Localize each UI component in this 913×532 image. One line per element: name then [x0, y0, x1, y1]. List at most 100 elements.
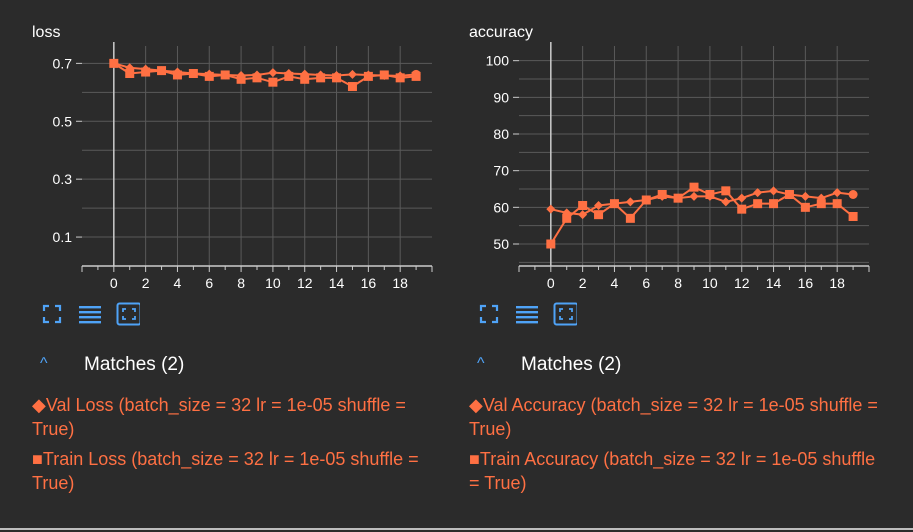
- x-tick-label: 0: [547, 275, 555, 291]
- data-point[interactable]: [753, 199, 763, 209]
- data-point[interactable]: [769, 199, 779, 209]
- y-tick-label: 0.5: [53, 113, 73, 129]
- data-point[interactable]: [141, 67, 151, 77]
- data-point[interactable]: [395, 73, 405, 83]
- data-point[interactable]: [236, 74, 246, 84]
- data-point[interactable]: [172, 70, 182, 80]
- data-point[interactable]: [832, 199, 842, 209]
- fullscreen-button[interactable]: [477, 302, 501, 326]
- fullscreen-icon: [479, 304, 499, 324]
- fullscreen-button[interactable]: [40, 302, 64, 326]
- data-point[interactable]: [657, 190, 667, 199]
- matches-toggle[interactable]: ^ Matches (2): [40, 354, 184, 376]
- match-text: Train Loss (batch_size = 32 lr = 1e-05 s…: [32, 449, 419, 493]
- chart-title: accuracy: [469, 24, 534, 41]
- x-tick-label: 14: [329, 275, 345, 291]
- data-point[interactable]: [316, 73, 326, 83]
- data-point[interactable]: [379, 70, 389, 80]
- matches-toggle[interactable]: ^ Matches (2): [477, 354, 621, 376]
- data-point[interactable]: [800, 191, 810, 201]
- data-point[interactable]: [609, 199, 619, 209]
- y-tick-label: 0.1: [53, 229, 73, 245]
- data-point[interactable]: [578, 201, 588, 210]
- accuracy-chart[interactable]: 50 60 70 80 90 100 0 2 4 6 8 10 12 14 16 18: [437, 40, 877, 291]
- data-point[interactable]: [737, 204, 747, 214]
- data-point[interactable]: [753, 188, 763, 198]
- data-point[interactable]: [411, 71, 421, 81]
- y-tick-label: 70: [493, 163, 509, 179]
- data-point[interactable]: [268, 77, 278, 87]
- match-item[interactable]: ◆Val Loss (batch_size = 32 lr = 1e-05 sh…: [32, 393, 447, 441]
- matches-label: Matches (2): [521, 354, 622, 375]
- toggle-legend-button[interactable]: [78, 302, 102, 326]
- x-tick-label: 6: [205, 275, 213, 291]
- data-point[interactable]: [252, 73, 262, 83]
- x-tick-label: 4: [174, 275, 182, 291]
- data-point[interactable]: [848, 190, 858, 199]
- data-point[interactable]: [625, 197, 635, 207]
- list-icon: [79, 306, 101, 324]
- data-point[interactable]: [784, 190, 794, 199]
- data-point[interactable]: [204, 71, 214, 81]
- data-point[interactable]: [689, 182, 699, 192]
- y-tick-label: 50: [493, 236, 509, 252]
- data-point[interactable]: [188, 69, 198, 78]
- y-tick-label: 60: [493, 199, 509, 215]
- data-point[interactable]: [332, 73, 342, 83]
- fullscreen-icon: [42, 304, 62, 324]
- data-point[interactable]: [546, 204, 556, 214]
- data-point[interactable]: [800, 202, 810, 212]
- fit-domain-button[interactable]: [116, 302, 140, 326]
- data-point[interactable]: [347, 69, 357, 79]
- match-item[interactable]: ■Train Accuracy (batch_size = 32 lr = 1e…: [469, 447, 884, 495]
- data-point[interactable]: [363, 71, 373, 81]
- chevron-up-icon: ^: [477, 355, 485, 372]
- x-tick-label: 12: [297, 275, 313, 291]
- x-tick-label: 10: [265, 275, 281, 291]
- square-icon: ■: [32, 449, 43, 469]
- data-point[interactable]: [594, 201, 604, 210]
- x-tick-label: 10: [702, 275, 718, 291]
- toggle-legend-button[interactable]: [515, 302, 539, 326]
- match-item[interactable]: ■Train Loss (batch_size = 32 lr = 1e-05 …: [32, 447, 447, 495]
- y-tick-label: 0.7: [53, 55, 73, 71]
- data-point[interactable]: [562, 213, 572, 223]
- data-point[interactable]: [594, 210, 604, 220]
- diamond-icon: ◆: [469, 395, 483, 415]
- data-point[interactable]: [109, 58, 119, 68]
- fit-domain-icon: [116, 302, 140, 326]
- data-point[interactable]: [832, 188, 842, 198]
- data-point[interactable]: [284, 71, 294, 81]
- loss-chart[interactable]: 0.1 0.3 0.5 0.7 0 2 4 6 8 10 12 14 16 18: [0, 40, 440, 291]
- y-tick-label: 100: [486, 53, 510, 69]
- fit-domain-button[interactable]: [553, 302, 577, 326]
- data-point[interactable]: [689, 191, 699, 201]
- data-point[interactable]: [157, 66, 167, 76]
- data-point[interactable]: [816, 199, 826, 209]
- fit-domain-icon: [553, 302, 577, 326]
- data-point[interactable]: [721, 197, 731, 207]
- x-tick-label: 2: [142, 275, 150, 291]
- x-tick-label: 18: [392, 275, 408, 291]
- data-point[interactable]: [848, 212, 858, 221]
- chart-toolbar: [477, 302, 577, 326]
- data-point[interactable]: [268, 68, 278, 78]
- data-point[interactable]: [220, 70, 230, 80]
- data-point[interactable]: [769, 186, 779, 196]
- data-point[interactable]: [578, 210, 588, 220]
- x-tick-label: 12: [734, 275, 750, 291]
- data-point[interactable]: [347, 82, 357, 92]
- data-point[interactable]: [125, 69, 135, 78]
- x-tick-label: 4: [611, 275, 619, 291]
- y-tick-label: 90: [493, 89, 509, 105]
- data-point[interactable]: [546, 239, 556, 249]
- data-point[interactable]: [705, 190, 715, 199]
- data-point[interactable]: [300, 74, 310, 84]
- y-tick-label: 80: [493, 126, 509, 142]
- data-point[interactable]: [737, 193, 747, 203]
- data-point[interactable]: [641, 195, 651, 205]
- match-item[interactable]: ◆Val Accuracy (batch_size = 32 lr = 1e-0…: [469, 393, 884, 441]
- data-point[interactable]: [721, 186, 731, 196]
- data-point[interactable]: [625, 213, 635, 223]
- data-point[interactable]: [673, 193, 683, 203]
